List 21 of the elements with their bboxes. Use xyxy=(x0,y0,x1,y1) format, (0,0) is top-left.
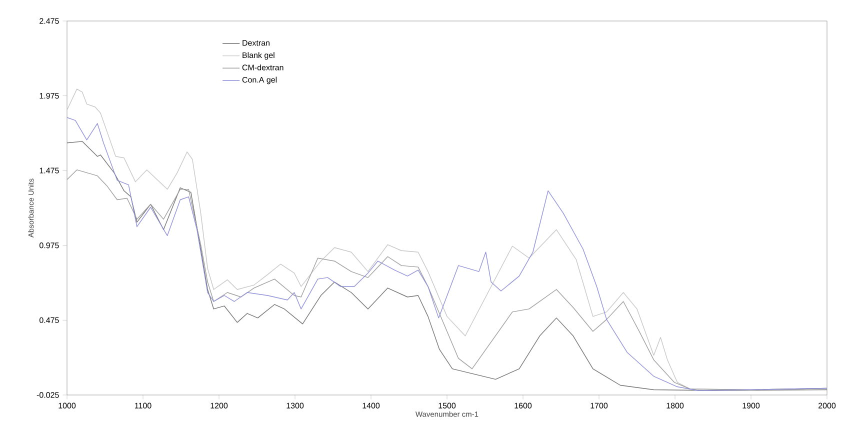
y-tick-label: 0.975 xyxy=(40,242,59,248)
x-tick-label: 1400 xyxy=(362,402,380,408)
x-tick-label: 1200 xyxy=(210,402,228,408)
legend-label: Con.A gel xyxy=(242,76,277,84)
x-tick-label: 1100 xyxy=(135,402,152,408)
legend-label: Blank gel xyxy=(242,52,274,60)
y-tick-label: 0.475 xyxy=(40,317,59,324)
x-tick-label: 1300 xyxy=(286,402,304,408)
x-tick-label: 1600 xyxy=(514,402,532,408)
y-tick-label: -0.025 xyxy=(36,392,59,398)
x-tick-label: 1000 xyxy=(58,402,76,408)
x-tick-label: 2000 xyxy=(818,402,836,408)
x-tick-label: 1500 xyxy=(438,402,456,408)
legend-label: CM-dextran xyxy=(242,64,284,70)
x-tick-label: 1900 xyxy=(742,402,760,408)
x-tick-label: 1700 xyxy=(590,402,608,408)
y-tick-label: 1.475 xyxy=(40,168,59,174)
y-tick-label: 2.475 xyxy=(40,18,59,24)
y-tick-label: 1.975 xyxy=(40,92,59,99)
x-tick-label: 1800 xyxy=(666,402,684,408)
legend-label: Dextran xyxy=(242,40,270,46)
